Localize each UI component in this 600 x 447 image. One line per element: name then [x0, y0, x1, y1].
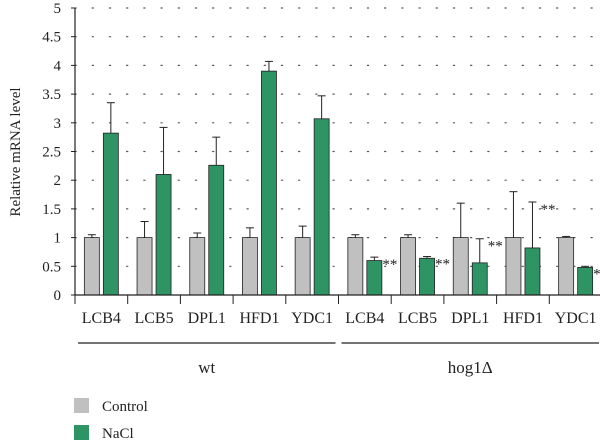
y-axis-label: Relative mRNA level — [8, 87, 24, 216]
grid-lines — [74, 7, 600, 267]
control-bar — [452, 237, 469, 296]
nacl-bar — [155, 174, 172, 296]
nacl-bar — [208, 164, 225, 296]
x-tick-label: LCB5 — [398, 310, 437, 327]
control-bar — [294, 237, 311, 296]
x-tick-label: DPL1 — [451, 310, 489, 327]
legend-swatch — [74, 398, 89, 413]
nacl-bar — [366, 260, 383, 296]
y-tick-label: 5 — [54, 1, 62, 17]
group-label: wt — [198, 358, 215, 377]
control-bar — [242, 237, 258, 296]
nacl-bar — [577, 267, 594, 296]
y-tick-label: 3 — [54, 116, 62, 132]
y-tick-label: 2 — [54, 173, 62, 189]
x-tick-label: YDC1 — [291, 310, 333, 327]
significance-label: ** — [593, 266, 600, 282]
group-label: hog1Δ — [448, 358, 493, 377]
y-tick-label: 0 — [54, 288, 62, 304]
legend: Control NaCl — [74, 398, 148, 442]
nacl-bar — [261, 70, 277, 296]
x-tick-label: LCB5 — [134, 310, 173, 327]
y-tick-label: 0.5 — [42, 259, 61, 275]
y-tick-label: 3.5 — [42, 87, 61, 103]
x-tick-label: YDC1 — [555, 310, 597, 327]
control-bar — [347, 237, 364, 296]
control-bar — [558, 237, 575, 296]
bars: ** ** ** ** ** — [83, 60, 600, 296]
significance-label: ** — [435, 257, 450, 273]
control-bar — [505, 237, 522, 296]
axes: 0 0.5 1 1.5 2 2.5 3 3.5 4 4.5 5 LCB4 LCB5 DPL1 HFD1 YDC… — [42, 1, 600, 377]
control-bar — [83, 237, 100, 296]
x-tick-label: LCB4 — [82, 310, 121, 327]
y-tick-label: 1.5 — [42, 202, 61, 218]
control-bar — [400, 237, 416, 296]
y-tick-label: 1 — [54, 231, 62, 247]
significance-label: ** — [488, 239, 503, 255]
x-tick-label: HFD1 — [239, 310, 279, 327]
x-tick-label: LCB4 — [345, 310, 384, 327]
legend-swatch — [74, 425, 89, 440]
y-tick-label: 4 — [54, 58, 62, 74]
legend-label: Control — [102, 399, 148, 415]
y-tick-label: 2.5 — [42, 145, 61, 161]
x-tick-label: DPL1 — [188, 310, 226, 327]
nacl-bar — [102, 132, 119, 296]
significance-label: ** — [540, 202, 555, 218]
control-bar — [189, 237, 206, 296]
nacl-bar — [419, 257, 435, 296]
nacl-bar — [313, 118, 330, 296]
x-tick-label: HFD1 — [503, 310, 543, 327]
legend-label: NaCl — [102, 426, 134, 442]
nacl-bar — [471, 262, 488, 296]
control-bar — [136, 237, 153, 296]
y-tick-label: 4.5 — [42, 30, 61, 46]
significance-label: ** — [382, 257, 397, 273]
nacl-bar — [524, 247, 541, 296]
